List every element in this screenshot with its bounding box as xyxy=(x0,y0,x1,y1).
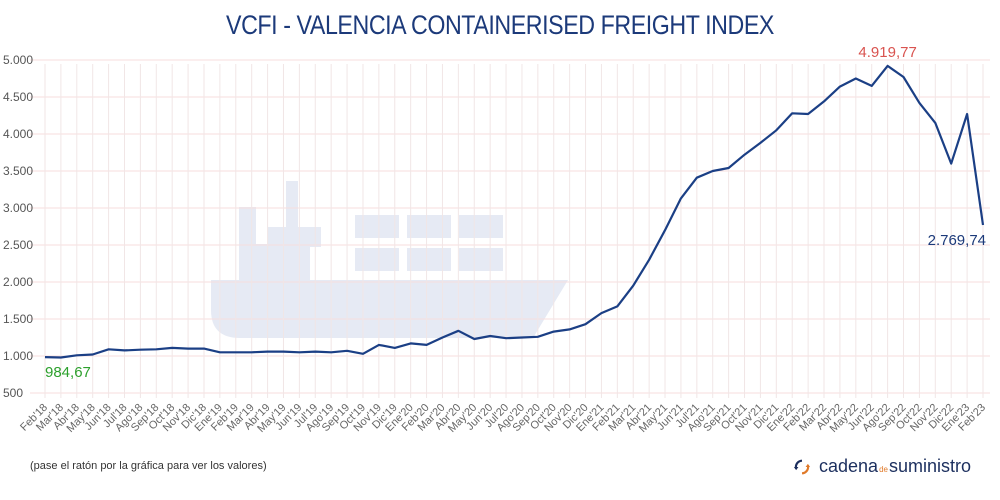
data-point[interactable] xyxy=(58,354,64,360)
data-point[interactable] xyxy=(916,100,922,106)
brand-name-de: de xyxy=(879,465,888,474)
data-point[interactable] xyxy=(598,310,604,316)
annotations: 984,67 4.919,77 2.769,74 xyxy=(45,44,986,381)
data-point[interactable] xyxy=(121,347,127,353)
chart-title: VCFI - VALENCIA CONTAINERISED FREIGHT IN… xyxy=(226,10,774,40)
cycle-arrows-icon xyxy=(793,459,811,474)
data-point[interactable] xyxy=(885,63,891,69)
data-point[interactable] xyxy=(360,351,366,357)
data-point[interactable] xyxy=(185,346,191,352)
data-point[interactable] xyxy=(901,74,907,80)
data-point[interactable] xyxy=(106,346,112,352)
data-point[interactable] xyxy=(583,321,589,327)
data-point[interactable] xyxy=(742,152,748,158)
data-point[interactable] xyxy=(773,127,779,133)
data-point[interactable] xyxy=(408,340,414,346)
data-point[interactable] xyxy=(948,161,954,167)
series-line-vcfi[interactable] xyxy=(44,64,985,359)
y-tick-label: 5.000 xyxy=(3,53,33,67)
data-point[interactable] xyxy=(726,165,732,171)
data-point[interactable] xyxy=(90,352,96,358)
annotation-label: 4.919,77 xyxy=(858,44,916,61)
data-point[interactable] xyxy=(646,257,652,263)
brand-logo[interactable]: cadena de suministro xyxy=(793,456,971,477)
data-point[interactable] xyxy=(344,348,350,354)
data-point[interactable] xyxy=(869,83,875,89)
y-tick-label: 4.500 xyxy=(3,90,33,104)
data-point[interactable] xyxy=(312,349,318,355)
data-point[interactable] xyxy=(169,345,175,351)
data-point[interactable] xyxy=(789,110,795,116)
data-point[interactable] xyxy=(678,195,684,201)
data-point[interactable] xyxy=(455,328,461,334)
data-point[interactable] xyxy=(392,345,398,351)
data-point[interactable] xyxy=(964,111,970,117)
data-point[interactable] xyxy=(487,333,493,339)
data-point[interactable] xyxy=(980,222,986,228)
data-point[interactable] xyxy=(932,120,938,126)
data-point[interactable] xyxy=(280,349,286,355)
data-point[interactable] xyxy=(217,349,223,355)
brand-name-suministro: suministro xyxy=(888,456,971,476)
y-tick-label: 4.000 xyxy=(3,127,33,141)
data-point[interactable] xyxy=(757,140,763,146)
data-point[interactable] xyxy=(153,346,159,352)
hover-hint: (pase el ratón por la gráfica para ver l… xyxy=(30,460,267,472)
y-tick-label: 1.000 xyxy=(3,349,33,363)
x-axis: Feb'18Mar'18Abr'18May'18Jun'18Jul'18Ago'… xyxy=(18,402,988,435)
y-tick-label: 2.000 xyxy=(3,275,33,289)
data-point[interactable] xyxy=(328,349,334,355)
ship-watermark-icon xyxy=(211,181,568,338)
data-point[interactable] xyxy=(853,76,859,82)
y-tick-label: 500 xyxy=(3,386,23,400)
data-point[interactable] xyxy=(503,335,509,341)
data-point[interactable] xyxy=(265,349,271,355)
brand-name-cadena: cadena xyxy=(819,456,879,476)
y-tick-label: 3.000 xyxy=(3,201,33,215)
data-point[interactable] xyxy=(662,227,668,233)
data-point[interactable] xyxy=(630,283,636,289)
data-point[interactable] xyxy=(439,335,445,341)
data-point[interactable] xyxy=(614,303,620,309)
data-point[interactable] xyxy=(821,98,827,104)
data-point[interactable] xyxy=(694,175,700,181)
data-point[interactable] xyxy=(233,349,239,355)
data-point[interactable] xyxy=(535,334,541,340)
data-point[interactable] xyxy=(805,111,811,117)
y-tick-label: 1.500 xyxy=(3,312,33,326)
data-point[interactable] xyxy=(471,336,477,342)
data-point[interactable] xyxy=(551,329,557,335)
data-point[interactable] xyxy=(74,352,80,358)
data-point[interactable] xyxy=(201,346,207,352)
data-point[interactable] xyxy=(424,342,430,348)
data-point[interactable] xyxy=(376,342,382,348)
data-point[interactable] xyxy=(137,347,143,353)
y-tick-label: 2.500 xyxy=(3,238,33,252)
annotation-label: 984,67 xyxy=(45,364,91,381)
data-point[interactable] xyxy=(567,326,573,332)
data-point[interactable] xyxy=(837,84,843,90)
data-point[interactable] xyxy=(42,354,48,360)
data-point[interactable] xyxy=(249,349,255,355)
data-point[interactable] xyxy=(519,335,525,341)
y-tick-label: 3.500 xyxy=(3,164,33,178)
annotation-label: 2.769,74 xyxy=(928,232,986,249)
y-axis: 500 1.000 1.500 2.000 2.500 3.000 3.500 4.000 4.… xyxy=(3,53,33,400)
data-point[interactable] xyxy=(296,349,302,355)
data-point[interactable] xyxy=(710,168,716,174)
